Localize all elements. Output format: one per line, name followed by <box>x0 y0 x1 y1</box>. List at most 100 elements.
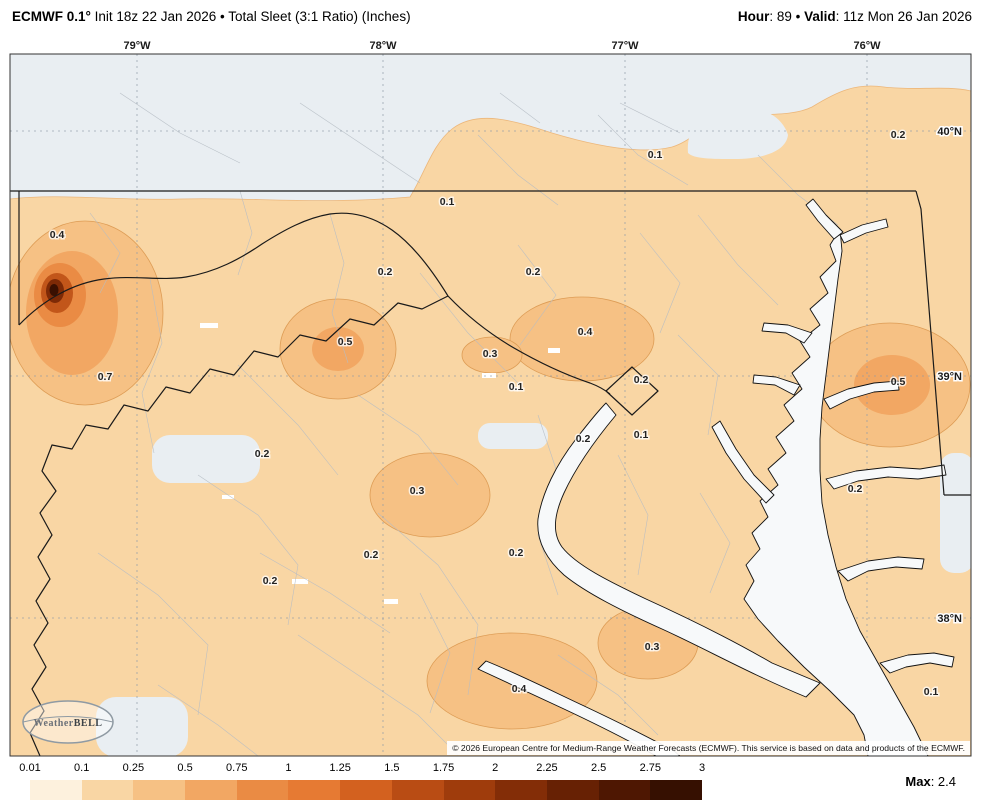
contour-value-labels: 0.1 0.2 0.1 0.4 0.2 0.2 0.5 0.4 0.3 0.7 0.1 0.2 0.5 0… <box>48 128 940 700</box>
map-area: 0.1 0.2 0.1 0.4 0.2 0.2 0.5 0.4 0.3 0.7 0.1 0.2 0.5 0… <box>0 33 984 759</box>
contour-label: 0.2 <box>509 547 524 559</box>
contour-label: 0.5 <box>891 376 906 388</box>
contour-label: 0.1 <box>924 686 939 698</box>
longitude-label: 79°W <box>123 40 151 52</box>
logo-swoosh <box>22 716 114 723</box>
colorbar-segment <box>185 780 237 800</box>
copyright-notice: © 2026 European Centre for Medium-Range … <box>447 740 970 755</box>
contour-label: 0.2 <box>576 433 591 445</box>
contour-label: 0.3 <box>483 348 498 360</box>
colorbar-segment <box>288 780 341 800</box>
forecast-map: 0.1 0.2 0.1 0.4 0.2 0.2 0.5 0.4 0.3 0.7 0.1 0.2 0.5 0… <box>9 40 972 757</box>
contour-label: 0.1 <box>634 429 649 441</box>
severn-river <box>752 374 801 396</box>
colorbar-tick-label: 3 <box>698 762 706 774</box>
patuxent-river <box>711 420 775 504</box>
colorbar-segment <box>546 780 599 800</box>
choptank-river <box>825 464 947 490</box>
contour-label: 0.1 <box>648 149 663 161</box>
colorbar-segment <box>495 780 547 800</box>
water-bodies <box>477 198 955 756</box>
colorbar-segment <box>598 780 651 800</box>
delaware-border <box>915 190 971 496</box>
chesapeake-bay <box>743 228 929 756</box>
colorbar-segment <box>133 780 186 800</box>
colorbar-tick-label: 2.75 <box>639 762 662 774</box>
latitude-label: 40°N <box>937 126 962 138</box>
susquehanna-river <box>805 198 844 240</box>
valid-value: : 11z Mon 26 Jan 2026 <box>835 9 972 24</box>
rappahannock-river <box>477 660 681 756</box>
contour-label: 0.2 <box>891 129 906 141</box>
state-borders <box>10 190 971 756</box>
logo-text: WeatherBELL <box>34 718 103 729</box>
potomac-river <box>537 402 821 698</box>
colorbar-segment <box>443 780 496 800</box>
valid-info: Hour: 89 • Valid: 11z Mon 26 Jan 2026 <box>738 9 972 24</box>
hour-label: Hour <box>737 9 770 24</box>
contour-label: 0.5 <box>338 336 353 348</box>
longitude-label: 78°W <box>369 40 397 52</box>
latitude-label: 39°N <box>937 371 962 383</box>
colorbar-segment <box>391 780 444 800</box>
longitude-labels: 79°W 78°W 77°W 76°W <box>123 40 881 52</box>
colorbar-tick-label: 2 <box>492 762 499 774</box>
contour-label: 0.2 <box>634 374 649 386</box>
colorbar-tick-label: 0.75 <box>226 762 248 774</box>
colorbar-tick-label: 0.01 <box>19 762 41 774</box>
map-frame <box>9 53 972 757</box>
colorbar-tick-label: 0.5 <box>177 762 193 774</box>
colorbar-tick-label: 1.25 <box>329 762 351 774</box>
latlon-gridlines <box>10 54 971 756</box>
longitude-label: 76°W <box>853 40 881 52</box>
chester-river <box>823 380 900 410</box>
colorbar-segment <box>30 780 82 800</box>
contour-label: 0.7 <box>98 371 113 383</box>
colorbar-segment <box>236 780 289 800</box>
colorbar-footer: 0.01 0.1 0.25 0.5 0.75 1 1.25 1.5 1.75 2 2.25 2.5 2.… <box>0 759 984 808</box>
colorbar-segment <box>340 780 392 800</box>
contour-label: 0.2 <box>848 483 863 495</box>
latitude-label: 38°N <box>937 613 962 625</box>
init-product-text: Init 18z 22 Jan 2026 • Total Sleet (3:1 … <box>90 9 411 24</box>
longitude-label: 77°W <box>611 40 639 52</box>
va-wv-border <box>29 295 449 756</box>
hour-value: : 89 • <box>769 9 805 24</box>
contour-label: 0.4 <box>50 229 65 241</box>
eastern-inlet <box>879 652 955 674</box>
product-title: ECMWF 0.1° Init 18z 22 Jan 2026 • Total … <box>12 9 411 24</box>
upper-potomac-border <box>18 212 449 326</box>
colorbar <box>30 780 702 800</box>
weatherbell-logo: WeatherBELL <box>22 700 114 744</box>
colorbar-tick-labels: 0.01 0.1 0.25 0.5 0.75 1 1.25 1.5 1.75 2 2.25 2.5 2.… <box>19 762 706 776</box>
contour-label: 0.1 <box>440 196 455 208</box>
model-name: ECMWF 0.1° <box>12 9 91 24</box>
contour-label: 0.4 <box>578 326 593 338</box>
dc-boundary <box>605 366 659 416</box>
contour-label: 0.3 <box>645 641 660 653</box>
max-value: Max: 2.4 <box>905 774 956 789</box>
colorbar-tick-label: 0.1 <box>74 762 90 774</box>
nanticoke-river <box>837 556 925 582</box>
contour-label: 0.2 <box>378 266 393 278</box>
latitude-labels: 40°N 39°N 38°N <box>936 125 964 627</box>
contour-label: 0.2 <box>526 266 541 278</box>
colorbar-tick-label: 1.75 <box>432 762 455 774</box>
valid-label: Valid <box>804 9 836 24</box>
contour-label: 0.4 <box>512 683 527 695</box>
colorbar-segment <box>81 780 134 800</box>
contour-label: 0.2 <box>364 549 379 561</box>
colorbar-segment <box>650 780 702 800</box>
contour-label: 0.3 <box>410 485 425 497</box>
patapsco-river <box>761 322 813 344</box>
header-bar: ECMWF 0.1° Init 18z 22 Jan 2026 • Total … <box>0 0 984 33</box>
elk-river <box>839 218 889 244</box>
colorbar-tick-label: 1.5 <box>384 762 400 774</box>
contour-label: 0.2 <box>263 575 278 587</box>
contour-label: 0.2 <box>255 448 270 460</box>
colorbar-tick-label: 0.25 <box>122 762 145 774</box>
colorbar-tick-label: 1 <box>285 762 292 774</box>
colorbar-tick-label: 2.5 <box>590 762 607 774</box>
contour-label: 0.1 <box>509 381 524 393</box>
